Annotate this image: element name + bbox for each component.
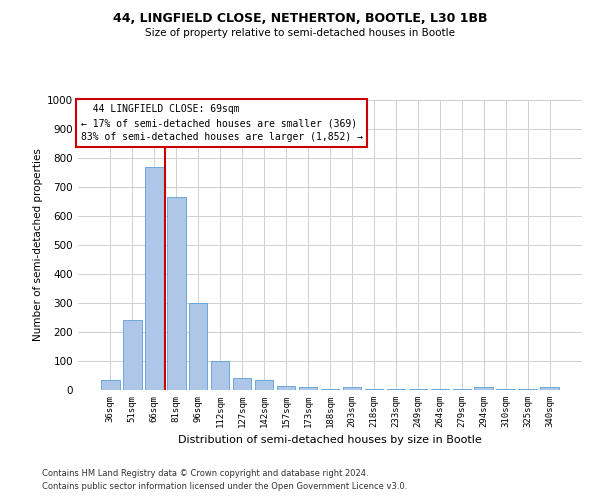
Bar xyxy=(320,388,340,390)
Text: Size of property relative to semi-detached houses in Bootle: Size of property relative to semi-detach… xyxy=(145,28,455,38)
Bar xyxy=(299,387,317,390)
Bar xyxy=(343,387,361,390)
Text: 44 LINGFIELD CLOSE: 69sqm
← 17% of semi-detached houses are smaller (369)
83% of: 44 LINGFIELD CLOSE: 69sqm ← 17% of semi-… xyxy=(80,104,362,142)
Bar xyxy=(211,361,229,390)
X-axis label: Distribution of semi-detached houses by size in Bootle: Distribution of semi-detached houses by … xyxy=(178,436,482,446)
Bar xyxy=(518,388,537,390)
Text: Contains public sector information licensed under the Open Government Licence v3: Contains public sector information licen… xyxy=(42,482,407,491)
Bar xyxy=(475,386,493,390)
Bar xyxy=(409,388,427,390)
Bar xyxy=(431,388,449,390)
Bar xyxy=(277,386,295,390)
Bar xyxy=(496,388,515,390)
Bar xyxy=(167,197,185,390)
Bar xyxy=(189,303,208,390)
Y-axis label: Number of semi-detached properties: Number of semi-detached properties xyxy=(33,148,43,342)
Bar xyxy=(233,378,251,390)
Text: 44, LINGFIELD CLOSE, NETHERTON, BOOTLE, L30 1BB: 44, LINGFIELD CLOSE, NETHERTON, BOOTLE, … xyxy=(113,12,487,26)
Bar xyxy=(145,166,164,390)
Text: Contains HM Land Registry data © Crown copyright and database right 2024.: Contains HM Land Registry data © Crown c… xyxy=(42,468,368,477)
Bar xyxy=(101,380,119,390)
Bar xyxy=(255,380,274,390)
Bar xyxy=(123,320,142,390)
Bar xyxy=(541,388,559,390)
Bar xyxy=(386,388,405,390)
Bar xyxy=(365,388,383,390)
Bar xyxy=(452,388,471,390)
